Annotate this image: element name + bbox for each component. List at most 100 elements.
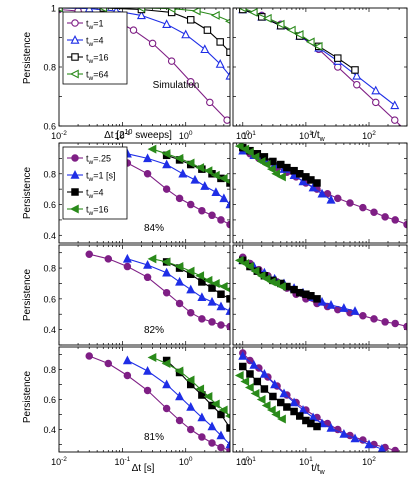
data-point xyxy=(210,170,220,180)
data-point xyxy=(364,439,374,449)
legend-marker xyxy=(71,188,79,196)
data-point xyxy=(261,400,271,411)
y-tick-label: 0.6 xyxy=(43,200,56,210)
data-point xyxy=(277,282,286,292)
ylabel-exp82: Persistence xyxy=(22,268,33,321)
data-point xyxy=(197,412,207,422)
data-point xyxy=(225,70,230,80)
data-point xyxy=(148,39,157,48)
data-point xyxy=(279,388,289,398)
xlabel-sim-left: Δt [210 sweeps] xyxy=(104,129,172,141)
data-point xyxy=(226,424,230,432)
data-point xyxy=(234,143,244,151)
panel-frame xyxy=(58,142,231,244)
data-point xyxy=(277,414,286,424)
data-point xyxy=(178,168,188,178)
data-point xyxy=(162,185,171,193)
data-point xyxy=(104,255,113,263)
y-tick-label: 1 xyxy=(51,4,56,14)
data-point xyxy=(226,322,230,331)
xlabel-sim-right: t/tw xyxy=(311,130,325,143)
data-point xyxy=(195,384,205,394)
x-tick-label: 101 xyxy=(299,130,313,141)
data-point xyxy=(261,274,271,284)
x-tick-label: 10-2 xyxy=(51,456,67,467)
data-point xyxy=(174,153,184,163)
data-point xyxy=(136,10,146,20)
y-tick-label: 0.8 xyxy=(43,264,56,274)
series-line-1 xyxy=(242,8,396,106)
data-point xyxy=(174,366,184,376)
data-point xyxy=(223,116,230,124)
y-tick-label: 0.4 xyxy=(43,325,56,335)
data-point xyxy=(143,273,152,282)
panel-exp82-right xyxy=(232,244,408,346)
data-point xyxy=(372,98,380,107)
data-point xyxy=(307,419,315,428)
data-point xyxy=(203,275,213,285)
panel-exp82-left: 0.8 0.6 0.4 82% xyxy=(43,244,231,346)
data-point xyxy=(238,350,248,360)
data-point xyxy=(226,446,230,452)
data-point xyxy=(270,379,280,389)
data-point xyxy=(203,26,212,34)
y-tick-label: 0.6 xyxy=(43,395,56,405)
data-point xyxy=(123,371,132,380)
data-point xyxy=(208,318,216,326)
data-point xyxy=(208,211,216,220)
data-point xyxy=(175,391,185,401)
data-point xyxy=(296,170,304,178)
data-point xyxy=(391,446,399,452)
data-point xyxy=(313,295,321,303)
x-tick-label: 102 xyxy=(362,456,376,467)
data-point xyxy=(162,404,171,413)
x-tick-label: 101 xyxy=(242,130,256,141)
data-point xyxy=(244,147,254,157)
legend-label: tw=4 xyxy=(86,36,103,49)
panel-annotation: 84% xyxy=(144,223,164,234)
panel-frame xyxy=(232,346,408,453)
data-point xyxy=(186,401,196,411)
data-point xyxy=(217,216,225,224)
data-point xyxy=(210,399,220,409)
series-line-0 xyxy=(242,256,407,328)
data-point xyxy=(296,288,304,297)
y-tick-label: 0.8 xyxy=(43,169,56,179)
data-point xyxy=(203,166,213,176)
data-point xyxy=(210,278,220,288)
data-point xyxy=(248,8,258,17)
y-tick-label: 0.6 xyxy=(43,122,56,132)
legend-label: tw=64 xyxy=(86,70,109,83)
data-point xyxy=(161,257,171,267)
data-point xyxy=(143,386,152,395)
data-point xyxy=(206,98,214,107)
series-group xyxy=(237,8,402,126)
data-point xyxy=(186,16,195,24)
data-point xyxy=(283,403,291,411)
data-point xyxy=(211,187,221,196)
data-point xyxy=(244,382,254,393)
data-point xyxy=(166,8,176,14)
data-point xyxy=(198,206,206,215)
data-point xyxy=(275,19,285,29)
data-point xyxy=(186,200,195,209)
data-point xyxy=(191,8,201,16)
panel-exp84-right xyxy=(232,142,408,244)
data-point xyxy=(266,164,276,174)
series-group xyxy=(234,143,407,229)
panel-frame xyxy=(58,244,231,346)
data-point xyxy=(371,85,381,95)
panel-exp84-left: 0.8 0.6 0.4 84% tw=.25 tw=1 [s] tw=4 tw=16 xyxy=(43,142,231,244)
data-point xyxy=(186,425,195,434)
legend-marker xyxy=(70,169,80,179)
data-point xyxy=(186,308,195,317)
legend-label: tw=1 xyxy=(86,19,103,32)
data-point xyxy=(308,182,318,192)
data-point xyxy=(269,392,277,401)
series-line-0 xyxy=(242,8,402,126)
data-point xyxy=(225,439,230,449)
data-point xyxy=(85,250,93,258)
data-point xyxy=(218,173,228,183)
data-point xyxy=(215,59,225,68)
data-point xyxy=(85,352,93,360)
